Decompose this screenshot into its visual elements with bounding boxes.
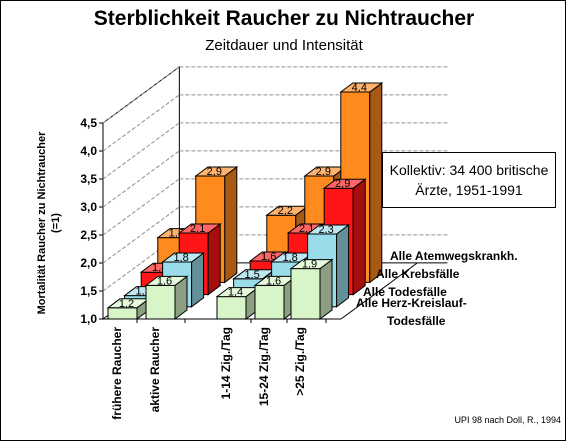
y-tick-label: 4,0 [80,144,97,158]
x-category-label: >25 Zig./Tag [293,327,307,396]
bar-value-label: 2,9 [316,166,331,178]
bar-side [352,178,366,296]
bar: 1,6 [253,275,298,320]
bar: 1,6 [144,275,189,320]
x-category-label: 15-24 Zig./Tag [257,327,271,406]
gridline-side [102,94,180,152]
series-depth-label: Alle Todesfälle [363,285,447,299]
bar-value-label: 2,9 [335,178,350,190]
bar-top [339,82,384,93]
bar-front [290,268,321,320]
bar-value-label: 2,2 [278,205,293,217]
x-category-label: aktive Raucher [148,327,162,413]
y-tick-label: 3,5 [80,172,97,186]
x-category-label: 1-14 Zig./Tag [219,327,233,399]
bar-value-label: 1,6 [157,275,172,287]
bar-value-label: 1,8 [173,252,188,264]
chart-subtitle: Zeitdauer und Intensität [205,37,363,54]
bar: 1,4 [215,286,260,320]
bar-side [369,82,383,284]
y-tick-label: 2,5 [80,228,97,242]
cohort-note-line1: Kollektiv: 34 400 britische [389,162,549,178]
series-depth-label: Alle Atemwegskrankh. [390,249,518,263]
series-depth-label: Alle Herz-Kreislauf- [356,296,467,310]
bar: 1,9 [289,258,334,320]
bar-value-label: 1,4 [228,287,243,299]
gridline-side [102,178,180,236]
bar-side [224,166,238,284]
cohort-note: Kollektiv: 34 400 britische Ärzte, 1951-… [382,152,556,208]
bar-front [145,284,176,320]
bar-top [177,223,222,234]
x-category-label: frühere Raucher [110,327,124,420]
bar-side [319,258,333,320]
bar-front [254,284,285,320]
bar-value-label: 2,3 [318,224,333,236]
bar-top [322,178,367,189]
bar-top [161,252,206,263]
bar-value-label: 1,5 [244,269,259,281]
bar-value-label: 1,9 [302,259,317,271]
cohort-note-line2: Ärzte, 1951-1991 [415,182,523,198]
gridline-side [102,122,180,180]
bar-top [144,275,189,286]
source-credit: UPI 98 nach Doll, R., 1994 [454,415,561,425]
bar-value-label: 1,8 [282,252,297,264]
bar-side [207,223,221,296]
right-floor-line [340,262,418,320]
gridline-side [102,150,180,208]
y-tick-label: 3,0 [80,200,97,214]
gridline-side [102,206,180,264]
bar-value-label: 1,2 [119,298,134,310]
bar-value-label: 1,6 [266,275,281,287]
y-tick-label: 2,0 [80,256,97,270]
y-tick-label: 4,5 [80,116,97,130]
y-tick-label: 1,5 [80,284,97,298]
bar-top [194,166,239,177]
bar-value-label: 1,6 [261,251,276,263]
bar-value-label: 4,4 [352,82,367,94]
bar-value-label: 2,9 [207,166,222,178]
gridline-side [102,66,180,124]
bar-front [216,296,247,320]
series-depth-label: Todesfälle [387,314,446,328]
series-depth-label: Alle Krebsfälle [376,267,460,281]
bar-top [289,259,334,270]
bar-top [306,224,351,235]
bar-side [336,224,350,308]
chart-title: Sterblichkeit Raucher zu Nichtraucher [93,7,475,30]
bar-value-label: 2,1 [190,223,205,235]
bar: 1,2 [106,297,151,320]
y-tick-label: 1,0 [80,312,97,326]
